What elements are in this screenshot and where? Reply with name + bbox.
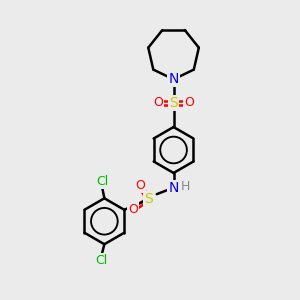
Text: H: H (181, 180, 190, 193)
Text: Cl: Cl (95, 254, 107, 267)
Text: S: S (169, 96, 178, 110)
Text: O: O (153, 96, 163, 110)
Text: O: O (184, 96, 194, 110)
Text: N: N (168, 181, 179, 195)
Text: N: N (168, 72, 179, 86)
Text: O: O (135, 179, 145, 192)
Text: O: O (128, 203, 138, 216)
Text: Cl: Cl (96, 175, 108, 188)
Text: S: S (144, 193, 153, 206)
